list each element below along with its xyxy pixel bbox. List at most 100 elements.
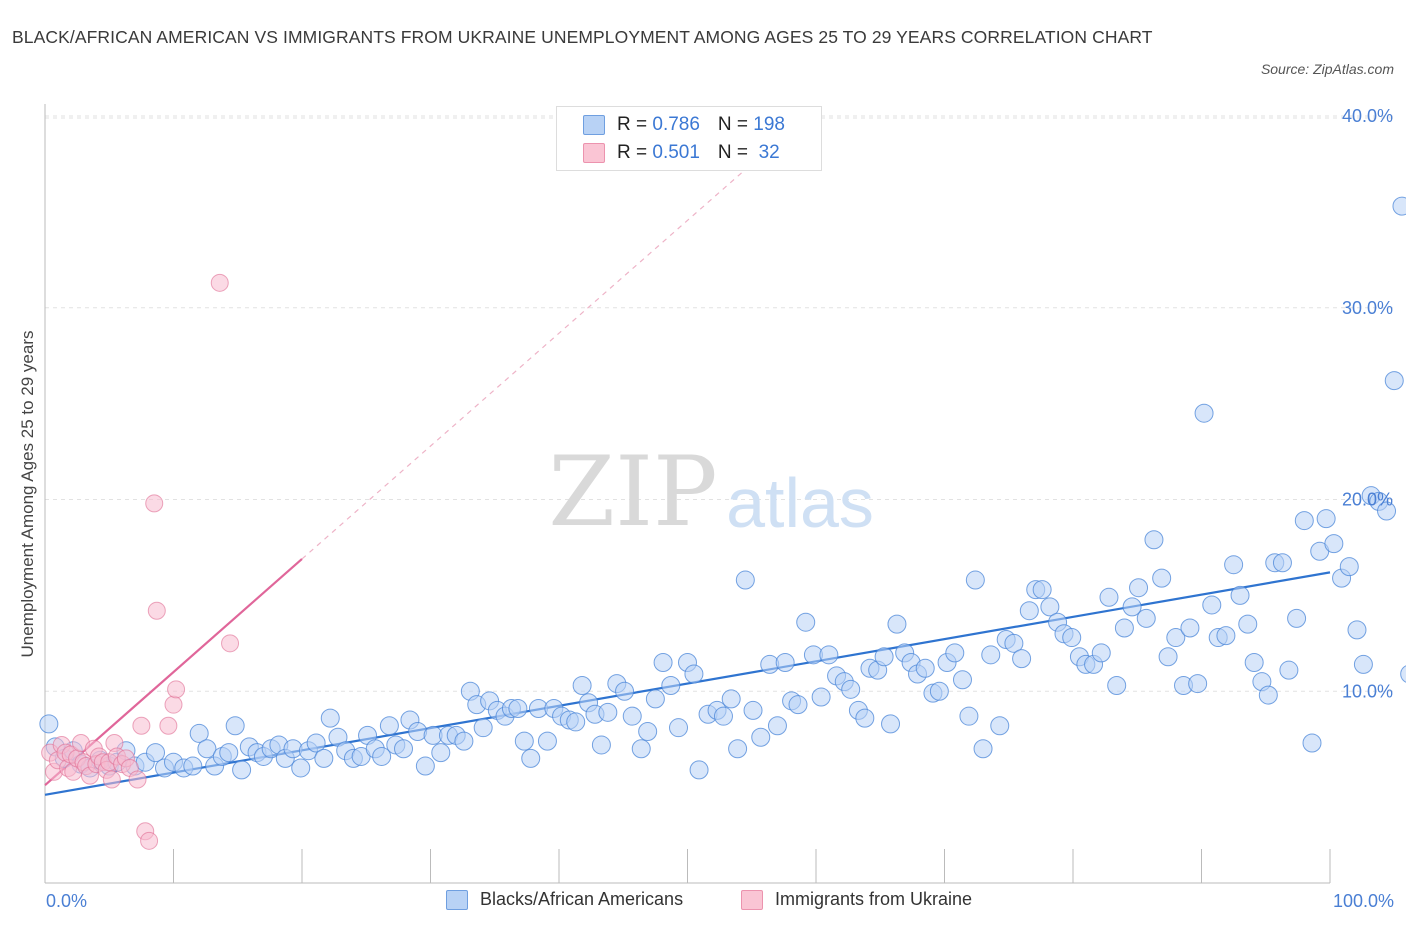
data-point-ukraine xyxy=(159,716,178,735)
watermark-atlas: atlas xyxy=(726,464,874,542)
data-point-blacks xyxy=(915,658,935,678)
data-point-blacks xyxy=(775,652,795,672)
series-legend: Blacks/African Americans Immigrants from… xyxy=(0,889,1406,915)
data-point-blacks xyxy=(767,716,787,736)
data-point-blacks xyxy=(881,714,901,734)
n-label: N = xyxy=(717,114,754,135)
data-point-blacks xyxy=(1099,587,1119,607)
n-value: 198 xyxy=(753,114,785,135)
legend-item-blacks[interactable]: Blacks/African Americans xyxy=(446,889,683,910)
r-value: 0.786 xyxy=(652,114,700,135)
legend-item-ukraine[interactable]: Immigrants from Ukraine xyxy=(741,889,972,910)
data-point-blacks xyxy=(1339,557,1359,577)
data-point-blacks xyxy=(1012,649,1032,669)
points-blacks xyxy=(39,196,1406,780)
data-point-blacks xyxy=(689,760,709,780)
data-point-blacks xyxy=(788,695,808,715)
y-tick-label: 40.0% xyxy=(1342,106,1393,126)
data-point-blacks xyxy=(1272,553,1292,573)
legend-swatch-pink xyxy=(741,889,763,910)
data-point-blacks xyxy=(1224,555,1244,575)
data-point-blacks xyxy=(1158,647,1178,667)
data-point-blacks xyxy=(1144,530,1164,550)
data-point-blacks xyxy=(372,746,392,766)
data-point-blacks xyxy=(1019,601,1039,621)
data-point-blacks xyxy=(225,716,245,736)
data-point-blacks xyxy=(684,664,704,684)
data-point-blacks xyxy=(598,702,618,722)
data-point-blacks xyxy=(855,708,875,728)
data-point-ukraine xyxy=(140,831,159,850)
data-point-blacks xyxy=(819,645,839,665)
data-point-blacks xyxy=(1324,534,1344,554)
data-point-blacks xyxy=(146,743,166,763)
data-point-blacks xyxy=(1392,196,1406,216)
data-point-blacks xyxy=(1004,633,1024,653)
data-point-blacks xyxy=(1230,585,1250,605)
data-point-blacks xyxy=(1091,643,1111,663)
data-point-blacks xyxy=(874,647,894,667)
data-point-blacks xyxy=(291,758,311,778)
y-tick-label: 20.0% xyxy=(1342,490,1393,510)
data-point-blacks xyxy=(473,718,493,738)
data-point-blacks xyxy=(1202,595,1222,615)
data-point-ukraine xyxy=(128,770,147,789)
data-point-blacks xyxy=(591,735,611,755)
data-point-blacks xyxy=(1377,501,1397,521)
data-point-blacks xyxy=(1129,578,1149,598)
data-point-blacks xyxy=(728,739,748,759)
data-point-blacks xyxy=(1244,652,1264,672)
data-point-blacks xyxy=(320,708,340,728)
points-ukraine xyxy=(41,273,240,850)
data-point-blacks xyxy=(1032,580,1052,600)
data-point-blacks xyxy=(39,714,59,734)
data-point-blacks xyxy=(653,652,673,672)
chart-title: BLACK/AFRICAN AMERICAN VS IMMIGRANTS FRO… xyxy=(12,27,1153,47)
grid-lines xyxy=(45,115,1394,692)
data-point-blacks xyxy=(454,731,474,751)
data-point-blacks xyxy=(631,739,651,759)
data-point-blacks xyxy=(572,675,592,695)
data-point-blacks xyxy=(1122,597,1142,617)
source-label: Source: ZipAtlas.com xyxy=(1260,61,1394,77)
data-point-blacks xyxy=(1152,568,1172,588)
legend-label-blacks: Blacks/African Americans xyxy=(480,889,684,909)
data-point-ukraine xyxy=(210,273,229,292)
data-point-ukraine xyxy=(147,601,166,620)
legend-label-ukraine: Immigrants from Ukraine xyxy=(775,889,973,909)
data-point-blacks xyxy=(1302,733,1322,753)
data-point-blacks xyxy=(1114,618,1134,638)
data-point-blacks xyxy=(1316,509,1336,529)
data-point-blacks xyxy=(735,570,755,590)
r-label: R = xyxy=(617,142,653,163)
data-point-blacks xyxy=(1347,620,1367,640)
data-point-blacks xyxy=(721,689,741,709)
data-point-blacks xyxy=(1040,597,1060,617)
r-value: 0.501 xyxy=(652,142,700,163)
r-label: R = xyxy=(617,114,653,135)
data-point-ukraine xyxy=(167,680,186,699)
x-tick-max: 100.0% xyxy=(1332,891,1394,911)
data-point-blacks xyxy=(615,681,635,701)
legend-swatch-pink xyxy=(583,143,605,163)
data-point-blacks xyxy=(751,727,771,747)
watermark-zip: ZIP xyxy=(548,436,717,548)
n-value: 32 xyxy=(753,142,780,163)
watermark: ZIP atlas xyxy=(548,436,874,548)
data-point-ukraine xyxy=(221,634,240,653)
data-point-blacks xyxy=(232,760,252,780)
stats-row-blacks: R = 0.786 N = 198 xyxy=(583,112,785,138)
data-point-blacks xyxy=(1294,511,1314,531)
data-point-blacks xyxy=(1216,626,1236,646)
data-point-blacks xyxy=(1384,371,1404,391)
data-point-blacks xyxy=(1166,628,1186,648)
stats-legend: R = 0.786 N = 198 R = 0.501 N = 32 xyxy=(556,106,822,171)
data-point-blacks xyxy=(1107,675,1127,695)
y-tick-labels: 10.0% 20.0% 30.0% 40.0% xyxy=(1342,106,1393,701)
data-point-blacks xyxy=(622,706,642,726)
y-tick-label: 30.0% xyxy=(1342,298,1393,318)
data-point-blacks xyxy=(952,670,972,690)
data-point-blacks xyxy=(537,731,557,751)
data-point-blacks xyxy=(379,716,399,736)
